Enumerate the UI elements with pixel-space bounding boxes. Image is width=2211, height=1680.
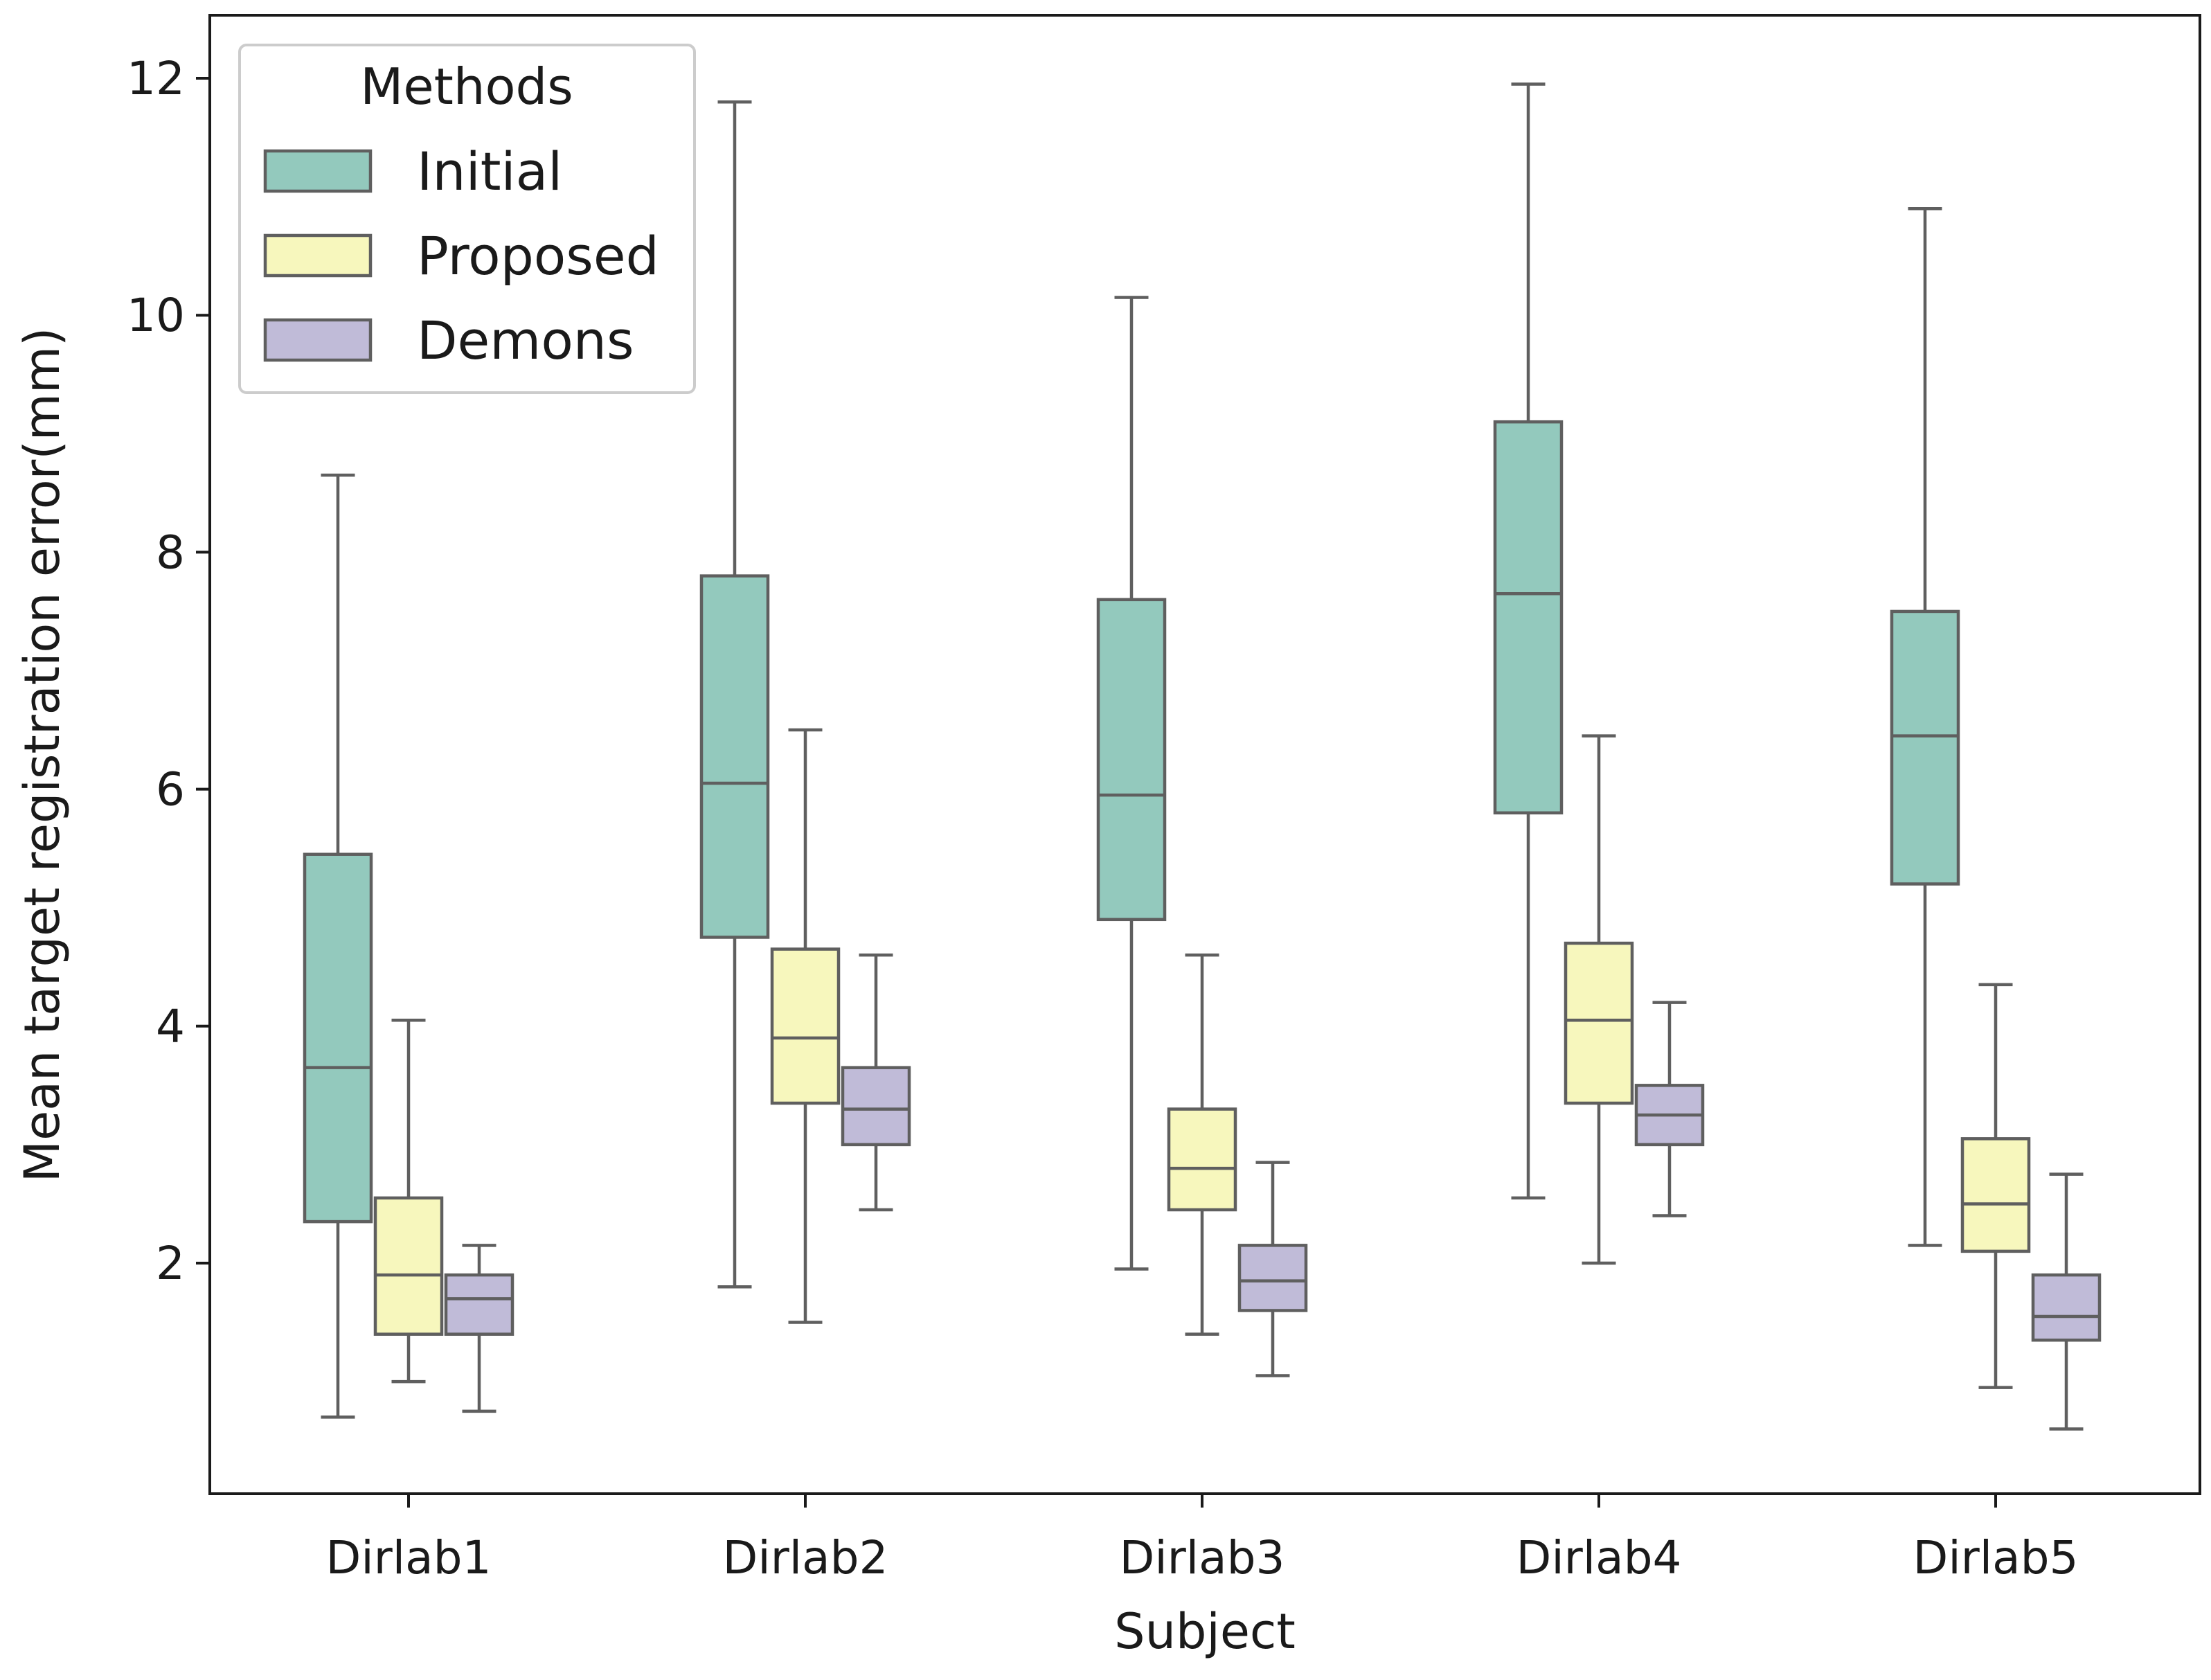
- iqr-box-proposed-dirlab1: [373, 1196, 444, 1336]
- x-tick-label-dirlab5: Dirlab5: [1913, 1531, 2079, 1584]
- legend: Methods Initial Proposed Demons: [238, 44, 696, 394]
- y-tick-label-10: 10: [127, 289, 185, 342]
- x-tick-label-dirlab2: Dirlab2: [723, 1531, 888, 1584]
- legend-swatch-demons: [263, 318, 373, 362]
- box-proposed-dirlab5: [1960, 983, 2031, 1389]
- iqr-box-proposed-dirlab3: [1167, 1107, 1237, 1212]
- box-initial-dirlab5: [1890, 206, 1960, 1247]
- boxes-layer: [303, 82, 2102, 1431]
- x-tick-label-dirlab3: Dirlab3: [1120, 1531, 1285, 1584]
- x-axis-title: Subject: [1114, 1603, 1296, 1660]
- box-demons-dirlab4: [1634, 1001, 1705, 1217]
- box-initial-dirlab4: [1493, 82, 1564, 1200]
- x-tick-label-dirlab4: Dirlab4: [1516, 1531, 1682, 1584]
- legend-label-proposed: Proposed: [417, 225, 659, 287]
- legend-label-demons: Demons: [417, 310, 634, 371]
- iqr-box-initial-dirlab2: [699, 574, 770, 939]
- box-demons-dirlab2: [841, 953, 911, 1212]
- series-demons: [444, 953, 2102, 1431]
- box-proposed-dirlab2: [770, 728, 841, 1324]
- plot-area-frame: [208, 14, 2201, 1495]
- legend-title: Methods: [360, 57, 573, 116]
- x-tick-label-dirlab1: Dirlab1: [326, 1531, 492, 1584]
- x-axis: Dirlab1 Dirlab2 Dirlab3 Dirlab4 Dirlab5: [326, 1494, 2079, 1584]
- box-proposed-dirlab3: [1167, 953, 1237, 1336]
- iqr-box-demons-dirlab3: [1237, 1244, 1308, 1312]
- iqr-box-initial-dirlab5: [1890, 609, 1960, 886]
- iqr-box-proposed-dirlab4: [1564, 941, 1634, 1105]
- legend-swatch-proposed: [263, 233, 373, 278]
- legend-item-demons: Demons: [263, 310, 634, 371]
- y-axis-title: Mean target registration error(mm): [14, 328, 71, 1183]
- box-initial-dirlab2: [699, 100, 770, 1289]
- box-demons-dirlab3: [1237, 1161, 1308, 1377]
- legend-frame: [238, 44, 696, 394]
- box-demons-dirlab1: [444, 1244, 514, 1413]
- legend-swatch-initial: [263, 149, 373, 193]
- iqr-box-demons-dirlab2: [841, 1066, 911, 1147]
- legend-items: Initial Proposed Demons: [263, 141, 659, 371]
- iqr-box-initial-dirlab4: [1493, 420, 1564, 815]
- box-initial-dirlab3: [1096, 296, 1167, 1271]
- box-proposed-dirlab4: [1564, 734, 1634, 1265]
- legend-item-initial: Initial: [263, 141, 562, 202]
- y-tick-label-8: 8: [156, 526, 185, 579]
- iqr-box-initial-dirlab1: [303, 852, 373, 1224]
- legend-label-initial: Initial: [417, 141, 562, 202]
- box-initial-dirlab1: [303, 473, 373, 1419]
- series-proposed: [373, 728, 2031, 1389]
- iqr-box-proposed-dirlab5: [1960, 1137, 2031, 1253]
- series-initial: [303, 82, 1960, 1419]
- box-demons-dirlab5: [2031, 1172, 2102, 1431]
- y-tick-label-12: 12: [127, 52, 185, 105]
- y-axis: 2 4 6 8 10 12: [127, 52, 210, 1290]
- box-proposed-dirlab1: [373, 1018, 444, 1384]
- iqr-box-proposed-dirlab2: [770, 947, 841, 1105]
- y-tick-label-6: 6: [156, 763, 185, 816]
- y-tick-label-4: 4: [156, 1000, 185, 1053]
- legend-item-proposed: Proposed: [263, 225, 659, 287]
- iqr-box-initial-dirlab3: [1096, 598, 1167, 922]
- iqr-box-demons-dirlab5: [2031, 1273, 2102, 1342]
- y-tick-label-2: 2: [156, 1237, 185, 1290]
- iqr-box-demons-dirlab1: [444, 1273, 514, 1336]
